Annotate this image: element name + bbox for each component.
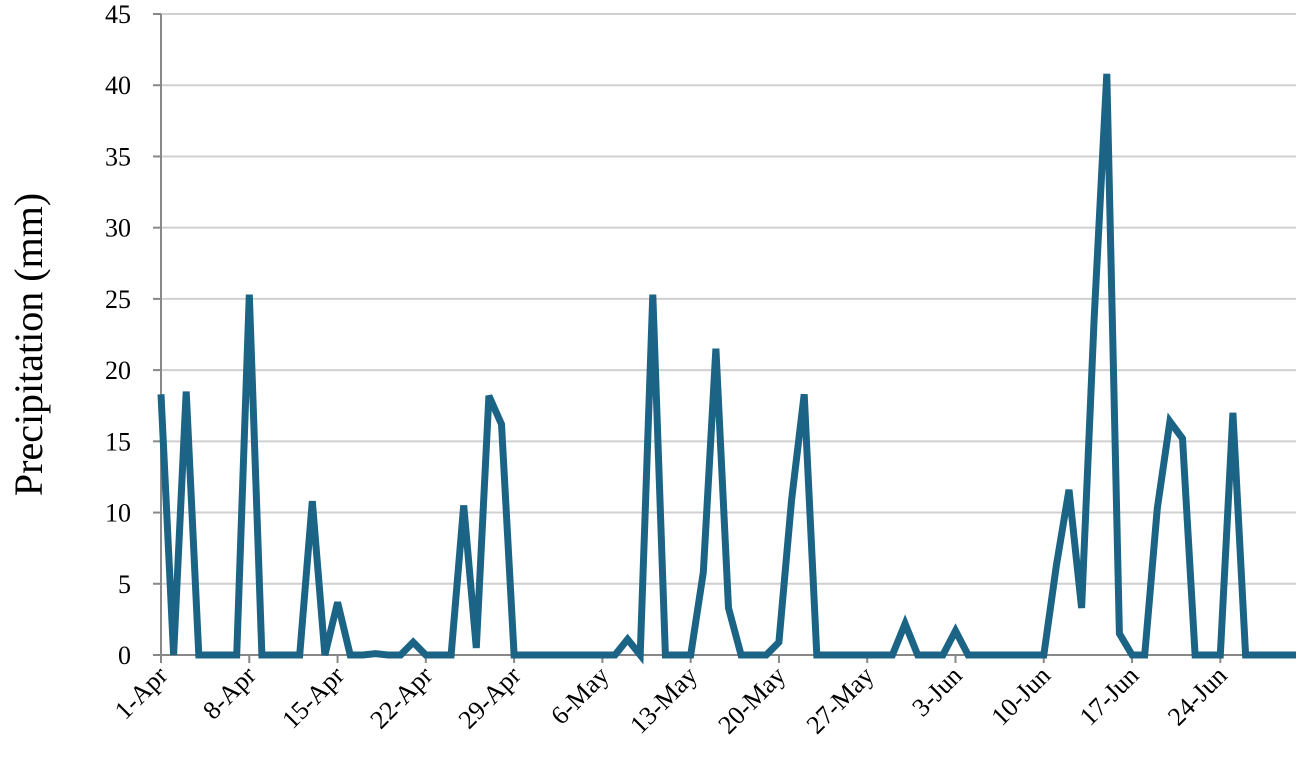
- x-tick-label: 6-May: [545, 661, 615, 731]
- precipitation-series-line: [157, 73, 1296, 665]
- x-tick-label: 22-Apr: [364, 660, 438, 734]
- y-tick-label: 10: [105, 499, 131, 528]
- x-tick-label: 17-Jun: [1074, 661, 1145, 732]
- x-tick-label: 29-Apr: [453, 660, 527, 734]
- x-tick-label: 27-May: [801, 661, 880, 740]
- x-tick-label: 8-Apr: [197, 660, 262, 725]
- x-tick-label: 1-Apr: [109, 660, 174, 725]
- y-axis-title: Precipitation (mm): [6, 193, 51, 496]
- x-axis-ticks: 1-Apr 8-Apr 15-Apr 22-Apr 29-Apr 6-May 13-May 2…: [109, 655, 1233, 739]
- y-tick-label: 35: [105, 142, 131, 171]
- x-tick-label: 3-Jun: [906, 661, 967, 722]
- y-tick-label: 25: [105, 285, 131, 314]
- y-tick-label: 45: [105, 0, 131, 29]
- x-tick-label: 24-Jun: [1162, 661, 1233, 732]
- y-tick-label: 20: [105, 356, 131, 385]
- x-tick-label: 10-Jun: [985, 661, 1056, 732]
- y-tick-label: 5: [118, 570, 131, 599]
- y-axis-ticks: 0 5 10 15 20 25 30 35 40 45: [105, 0, 161, 670]
- y-tick-label: 0: [118, 641, 131, 670]
- x-tick-label: 13-May: [624, 661, 703, 740]
- x-tick-label: 15-Apr: [276, 660, 350, 734]
- x-tick-label: 20-May: [712, 661, 791, 740]
- y-tick-label: 15: [105, 427, 131, 456]
- y-tick-label: 40: [105, 71, 131, 100]
- y-tick-label: 30: [105, 214, 131, 243]
- gridlines: [161, 13, 1296, 585]
